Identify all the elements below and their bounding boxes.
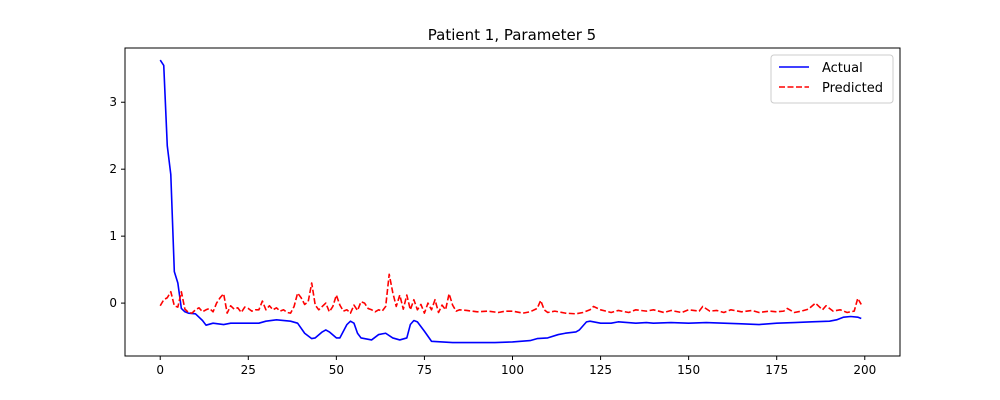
chart-title: Patient 1, Parameter 5 xyxy=(428,26,596,44)
y-tick-label: 0 xyxy=(109,296,117,310)
legend-label-predicted: Predicted xyxy=(822,81,883,96)
x-tick-label: 125 xyxy=(589,363,612,377)
x-tick-label: 0 xyxy=(156,363,164,377)
legend-label-actual: Actual xyxy=(822,61,863,76)
y-tick-label: 3 xyxy=(109,95,117,109)
series-line-predicted xyxy=(159,273,862,315)
x-tick-label: 75 xyxy=(417,363,432,377)
x-tick-label: 175 xyxy=(765,363,788,377)
y-tick-label: 2 xyxy=(109,162,117,176)
y-tick-label: 1 xyxy=(109,229,117,243)
series-line-actual xyxy=(159,59,862,344)
legend: Actual Predicted xyxy=(770,54,894,104)
x-tick-label: 150 xyxy=(677,363,700,377)
series-layer xyxy=(159,59,862,344)
x-tick-label: 50 xyxy=(329,363,344,377)
x-tick-label: 25 xyxy=(241,363,256,377)
y-axis: 0 1 2 3 xyxy=(109,95,125,310)
x-tick-label: 100 xyxy=(501,363,524,377)
x-tick-label: 200 xyxy=(853,363,876,377)
x-axis: 0 25 50 75 100 125 150 175 200 xyxy=(156,356,876,377)
